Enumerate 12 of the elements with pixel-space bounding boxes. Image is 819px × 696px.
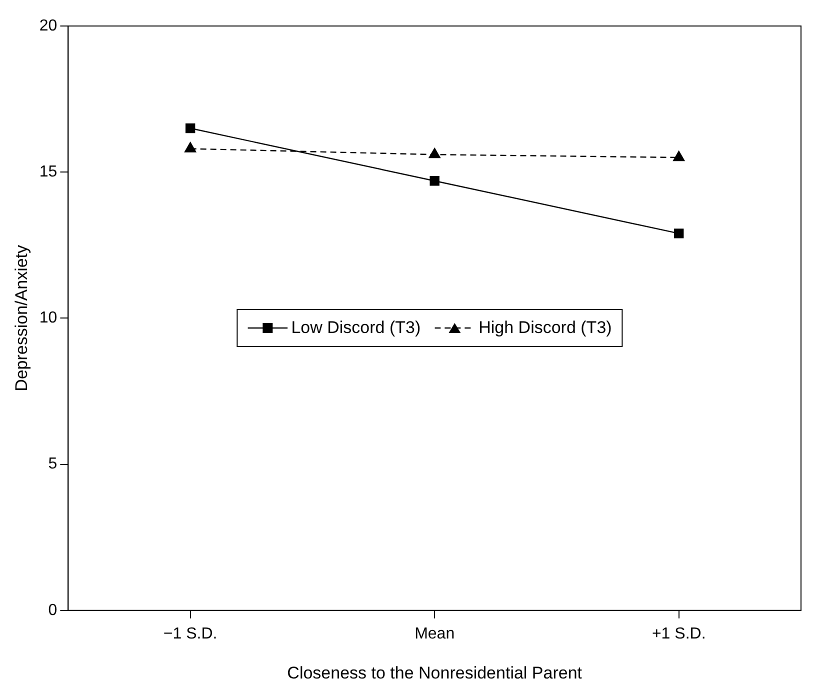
y-tick-label: 5 [48, 456, 58, 473]
y-axis-title: Depression/Anxiety [12, 244, 31, 392]
x-tick-label: −1 S.D. [163, 625, 218, 642]
x-axis-title: Closeness to the Nonresidential Parent [287, 663, 582, 682]
y-tick-label: 15 [39, 164, 58, 181]
x-tick-label: Mean [414, 625, 455, 642]
y-tick-label: 20 [39, 17, 58, 34]
x-tick-label: +1 S.D. [652, 625, 706, 642]
y-tick-label: 10 [39, 310, 58, 327]
legend-label: High Discord (T3) [478, 318, 612, 338]
y-tick-label: 0 [48, 602, 58, 619]
legend-label: Low Discord (T3) [291, 318, 421, 338]
